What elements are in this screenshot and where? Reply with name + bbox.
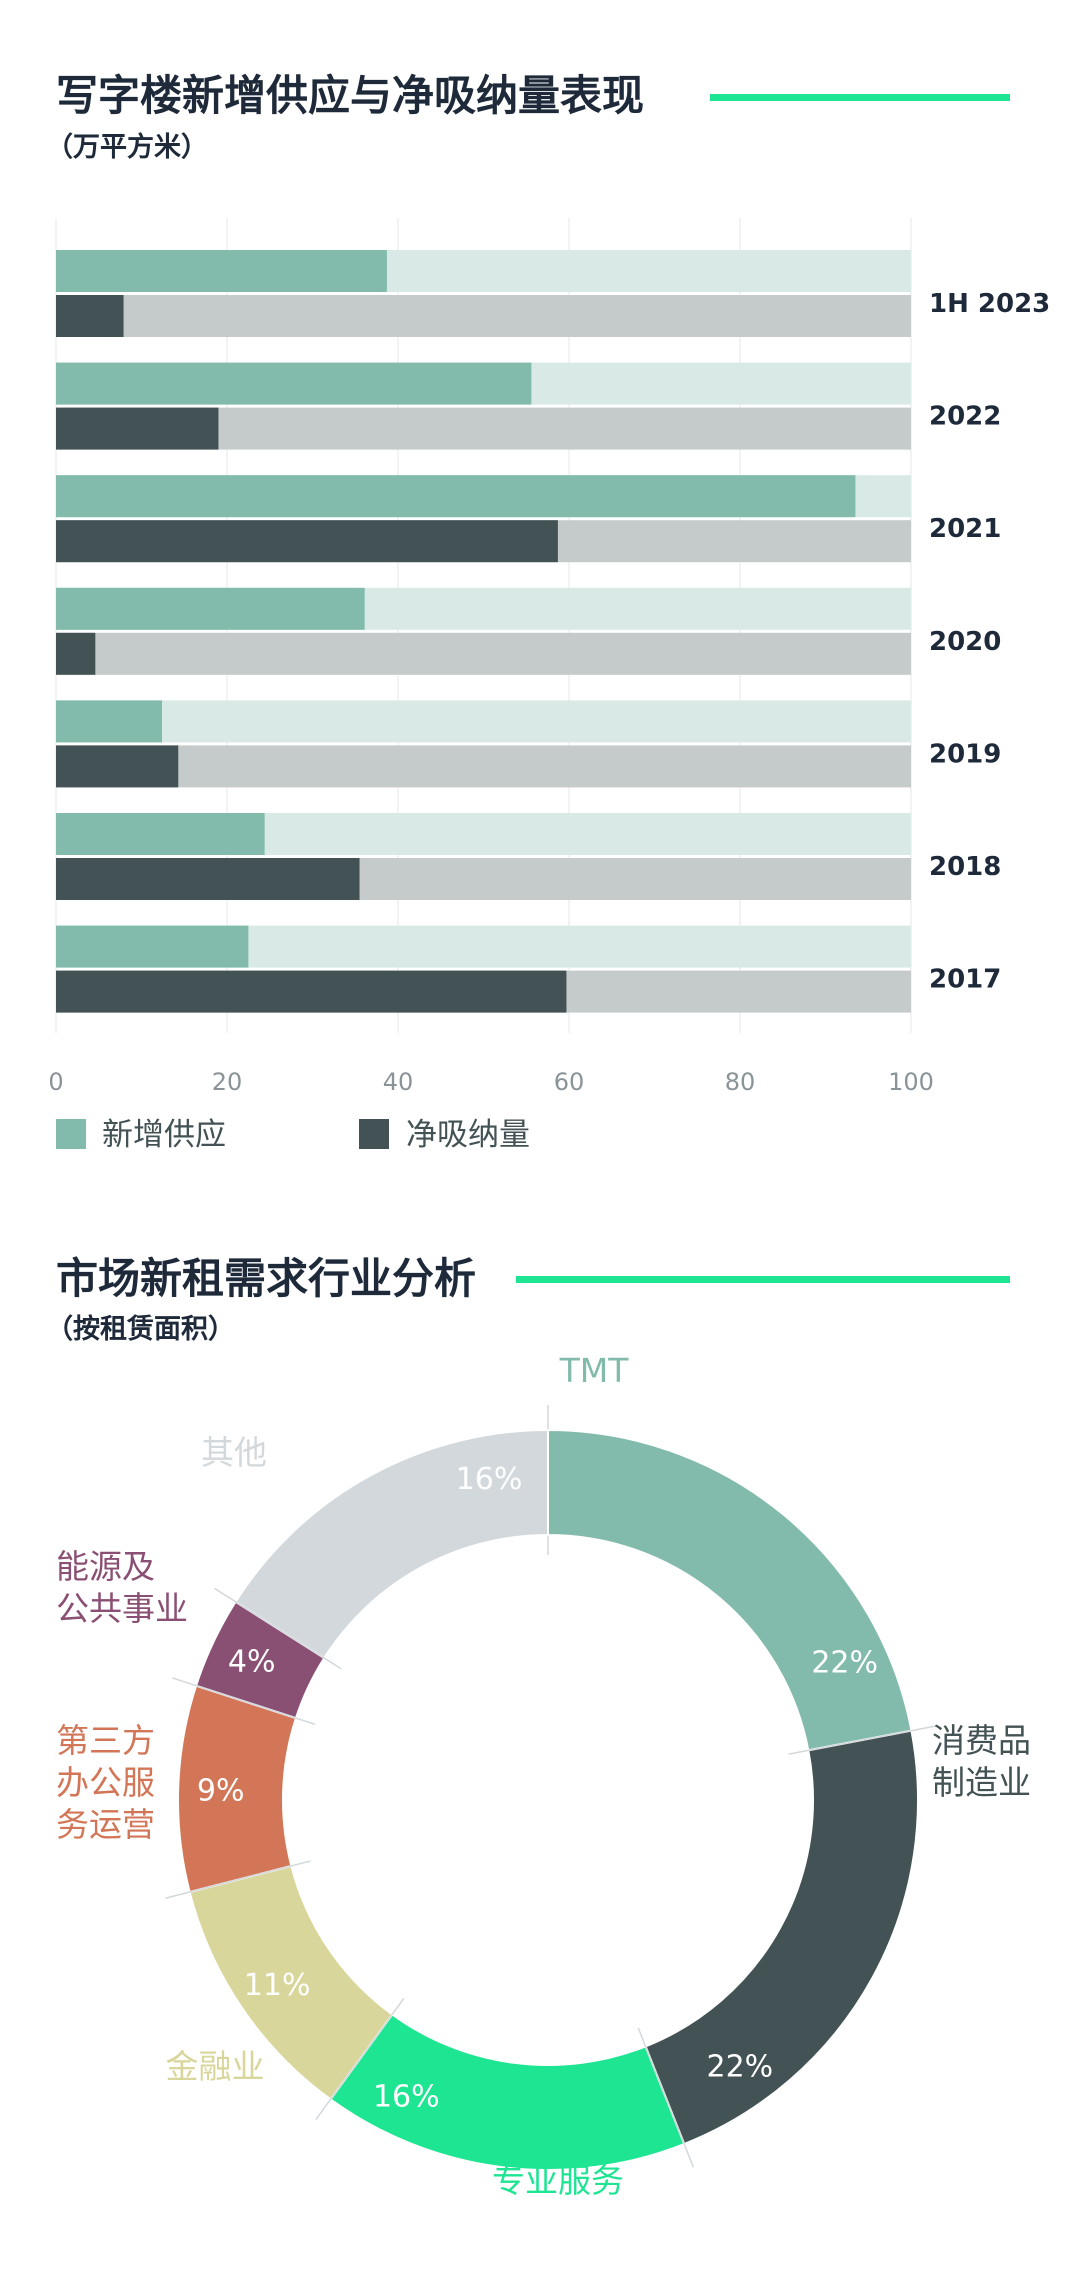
legend-label-supply: 新增供应 bbox=[102, 1117, 226, 1153]
category-label: 2021 bbox=[929, 514, 1001, 544]
slice-percent-label: 11% bbox=[244, 1968, 311, 2003]
slice-separator bbox=[315, 1997, 405, 2121]
absorb-bar bbox=[56, 520, 558, 563]
category-label: 1H 2023 bbox=[929, 289, 1050, 319]
slice-category-label: 金融业 bbox=[166, 2047, 265, 2086]
donut-chart-subtitle: （按租赁面积） bbox=[46, 1313, 235, 1345]
supply-bar bbox=[56, 250, 387, 292]
slice-percent-label: 22% bbox=[706, 2049, 773, 2084]
slice-separator bbox=[214, 1587, 342, 1670]
legend-swatch-absorb bbox=[359, 1119, 389, 1149]
x-tick-label: 100 bbox=[888, 1068, 934, 1096]
slice-category-label: TMT bbox=[559, 1351, 630, 1390]
absorb-bar bbox=[56, 407, 219, 450]
bar-title-accent-line bbox=[710, 94, 1010, 101]
donut-title-accent-line bbox=[516, 1276, 1010, 1283]
slice-percent-label: 9% bbox=[197, 1774, 245, 1809]
donut-chart-title: 市场新租需求行业分析 bbox=[56, 1254, 476, 1303]
donut-slice bbox=[644, 1729, 919, 2146]
absorb-bar bbox=[56, 858, 360, 900]
donut-slice bbox=[234, 1428, 549, 1660]
slice-category-label: 其他 bbox=[201, 1433, 267, 1472]
supply-bar-track bbox=[56, 700, 911, 743]
bar-chart-category-labels: 1H 2023 2022 2021 2020 2019 2018 2017 bbox=[929, 289, 1050, 995]
slice-separator bbox=[788, 1725, 937, 1755]
bar-chart-title: 写字楼新增供应与净吸纳量表现 bbox=[56, 71, 644, 120]
category-label: 2017 bbox=[929, 965, 1001, 995]
absorb-bar-track bbox=[56, 632, 911, 675]
supply-bar bbox=[56, 813, 265, 855]
slice-separator bbox=[172, 1677, 316, 1726]
legend-swatch-supply bbox=[56, 1119, 86, 1149]
slice-separator bbox=[637, 2027, 695, 2168]
slice-percent-label: 4% bbox=[228, 1645, 276, 1680]
absorb-bar bbox=[56, 745, 179, 788]
slice-category-label: 专业服务 bbox=[492, 2161, 624, 2200]
bar-chart-legend: 新增供应 净吸纳量 bbox=[56, 1117, 530, 1153]
legend-label-absorb: 净吸纳量 bbox=[406, 1117, 530, 1153]
x-tick-label: 20 bbox=[212, 1068, 243, 1096]
supply-bar bbox=[56, 362, 532, 405]
category-label: 2019 bbox=[929, 739, 1001, 769]
slice-category-label: 第三方办公服务运营 bbox=[56, 1721, 155, 1844]
supply-bar bbox=[56, 925, 249, 968]
slice-percent-label: 22% bbox=[811, 1645, 878, 1680]
category-label: 2020 bbox=[929, 627, 1001, 657]
absorb-bar-track bbox=[56, 295, 911, 337]
absorb-bar-track bbox=[56, 745, 911, 788]
x-tick-label: 0 bbox=[48, 1068, 63, 1096]
bar-chart-x-ticks: 0 20 40 60 80 100 bbox=[48, 1068, 934, 1096]
supply-bar bbox=[56, 475, 856, 518]
supply-bar bbox=[56, 700, 163, 743]
donut-slice bbox=[547, 1428, 913, 1752]
donut-chart: 22% TMT 22% 消费品制造业 16% 专业服务 11% 金融业 9% 第三方办公服务运营 4… bbox=[56, 1351, 1031, 2200]
absorb-bar bbox=[56, 295, 124, 337]
supply-bar bbox=[56, 587, 365, 630]
slice-category-label: 消费品制造业 bbox=[932, 1721, 1031, 1802]
category-label: 2022 bbox=[929, 402, 1001, 432]
bar-chart-bars bbox=[56, 250, 911, 1013]
slice-percent-label: 16% bbox=[373, 2079, 440, 2114]
x-tick-label: 60 bbox=[554, 1068, 585, 1096]
absorb-bar bbox=[56, 632, 96, 675]
bar-chart-subtitle: （万平方米） bbox=[46, 131, 208, 163]
x-tick-label: 40 bbox=[383, 1068, 414, 1096]
x-tick-label: 80 bbox=[725, 1068, 756, 1096]
absorb-bar bbox=[56, 970, 567, 1013]
slice-separator bbox=[165, 1860, 311, 1899]
slice-category-label: 能源及公共事业 bbox=[56, 1547, 188, 1628]
slice-percent-label: 16% bbox=[456, 1462, 523, 1497]
category-label: 2018 bbox=[929, 852, 1001, 882]
